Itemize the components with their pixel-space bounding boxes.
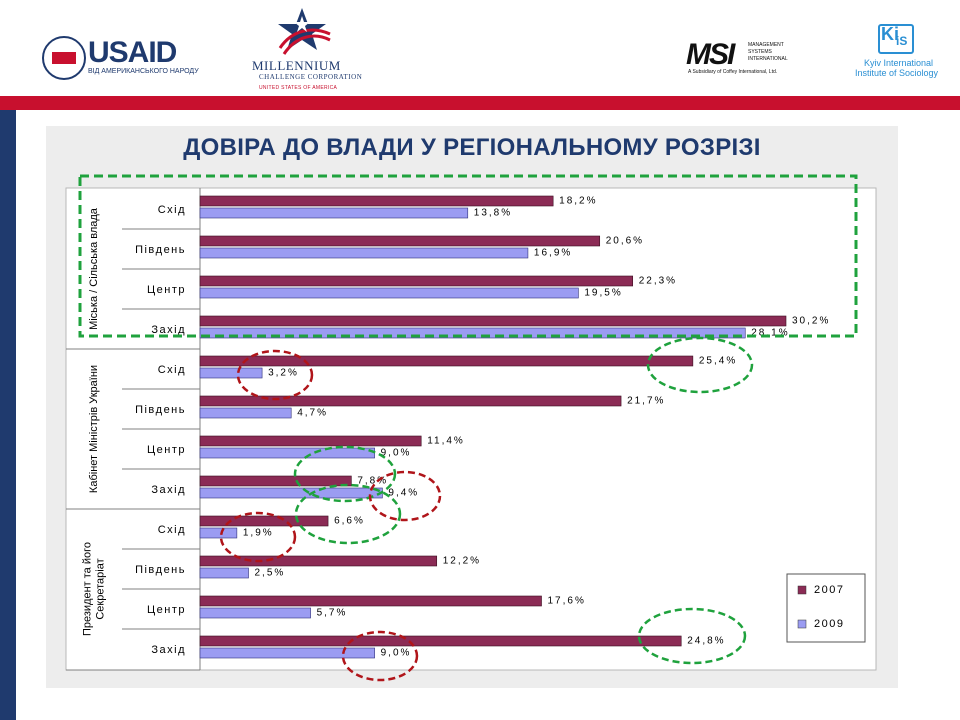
group-label: Кабінет Міністрів України bbox=[88, 365, 100, 493]
category-label: Південь bbox=[135, 564, 186, 576]
bar-2009 bbox=[199, 567, 249, 579]
value-label-2007: 17,6% bbox=[548, 596, 586, 607]
msi-wordmark: MSI bbox=[686, 38, 735, 71]
value-label-2009: 5,7% bbox=[317, 608, 348, 619]
bar-2009 bbox=[199, 287, 579, 299]
bar-2007 bbox=[199, 635, 682, 647]
category-label: Схід bbox=[158, 364, 186, 376]
kiis-mark-k: Ki bbox=[881, 24, 899, 44]
category-label: Центр bbox=[147, 444, 186, 456]
category-label: Центр bbox=[147, 604, 186, 616]
highlight-box-local-authorities bbox=[78, 174, 858, 338]
value-label-2009: 3,2% bbox=[268, 368, 299, 379]
value-label-2007: 22,3% bbox=[639, 276, 677, 287]
legend-swatch-2007 bbox=[797, 585, 807, 595]
usaid-wordmark-text: USAID bbox=[88, 36, 177, 69]
category-label: Схід bbox=[158, 204, 186, 216]
value-label-2007: 7,8% bbox=[357, 476, 388, 487]
bar-2007 bbox=[199, 515, 329, 527]
bar-2007 bbox=[199, 395, 622, 407]
category-label: Південь bbox=[135, 404, 186, 416]
value-label-2009: 9,0% bbox=[381, 448, 412, 459]
chart-title: ДОВІРА ДО ВЛАДИ У РЕГІОНАЛЬНОМУ РОЗРІЗІ bbox=[183, 134, 761, 161]
mcc-subtitle: CHALLENGE CORPORATION bbox=[259, 73, 363, 81]
highlight-ellipse-red bbox=[341, 630, 419, 682]
group-label: Секретаріат bbox=[94, 558, 106, 619]
usaid-seal-icon bbox=[42, 36, 86, 80]
highlight-ellipse-red bbox=[368, 470, 442, 522]
value-label-2009: 9,0% bbox=[381, 648, 412, 659]
bar-2007 bbox=[199, 235, 601, 247]
plot-area bbox=[65, 187, 877, 671]
value-label-2009: 4,7% bbox=[297, 408, 328, 419]
bar-2007 bbox=[199, 595, 542, 607]
msi-subsidiary: A Subsidiary of Coffey International, Lt… bbox=[688, 69, 778, 75]
value-label-2007: 11,4% bbox=[427, 436, 465, 447]
bar-2007 bbox=[199, 555, 438, 567]
category-label: Захід bbox=[151, 324, 186, 336]
value-label-2009: 9,4% bbox=[388, 488, 419, 499]
mcc-country: UNITED STATES OF AMERICA bbox=[259, 85, 338, 91]
group-label: Президент та його bbox=[81, 542, 93, 636]
mcc-star-icon bbox=[278, 8, 331, 55]
kiis-name-line1: Kyiv International bbox=[864, 58, 934, 68]
category-label: Захід bbox=[151, 484, 186, 496]
kiis-mark-is: iS bbox=[896, 34, 908, 48]
value-label-2009: 19,5% bbox=[584, 288, 622, 299]
value-label-2007: 20,6% bbox=[606, 236, 644, 247]
category-label: Центр bbox=[147, 284, 186, 296]
category-label: Південь bbox=[135, 244, 186, 256]
kiis-frame-icon bbox=[878, 24, 914, 54]
category-label: Схід bbox=[158, 524, 186, 536]
bar-2007 bbox=[199, 475, 352, 487]
value-label-2009: 13,8% bbox=[474, 208, 512, 219]
bar-2007 bbox=[199, 355, 694, 367]
legend-label-2009: 2009 bbox=[814, 618, 844, 630]
bar-2007 bbox=[199, 315, 787, 327]
value-label-2007: 25,4% bbox=[699, 356, 737, 367]
bar-2009 bbox=[199, 487, 383, 499]
bar-2007 bbox=[199, 275, 634, 287]
usaid-wordmark: USAID bbox=[88, 36, 177, 70]
bar-2007 bbox=[199, 435, 422, 447]
value-label-2007: 12,2% bbox=[443, 556, 481, 567]
value-label-2007: 21,7% bbox=[627, 396, 665, 407]
highlight-ellipse-green bbox=[293, 445, 397, 503]
bar-2009 bbox=[199, 327, 746, 339]
value-label-2009: 1,9% bbox=[243, 528, 274, 539]
legend-swatch-2009 bbox=[797, 619, 807, 629]
value-label-2007: 18,2% bbox=[559, 196, 597, 207]
value-label-2007: 24,8% bbox=[687, 636, 725, 647]
msi-fullname: MANAGEMENT SYSTEMS INTERNATIONAL bbox=[748, 42, 788, 62]
bar-2009 bbox=[199, 647, 375, 659]
value-label-2007: 6,6% bbox=[334, 516, 365, 527]
kiis-name-line2: Institute of Sociology bbox=[855, 68, 939, 78]
bar-2009 bbox=[199, 607, 311, 619]
bar-2009 bbox=[199, 207, 469, 219]
bar-2009 bbox=[199, 367, 263, 379]
highlight-ellipse-green bbox=[294, 483, 402, 545]
bar-2009 bbox=[199, 247, 529, 259]
value-label-2009: 28,1% bbox=[751, 328, 789, 339]
bar-2009 bbox=[199, 447, 375, 459]
highlight-ellipse-green bbox=[646, 336, 754, 394]
bar-2009 bbox=[199, 407, 292, 419]
legend-label-2007: 2007 bbox=[814, 584, 844, 596]
category-label: Захід bbox=[151, 644, 186, 656]
value-label-2009: 16,9% bbox=[534, 248, 572, 259]
mcc-title: MILLENNIUM bbox=[252, 58, 341, 73]
highlight-ellipse-red bbox=[236, 349, 314, 401]
value-label-2007: 30,2% bbox=[792, 316, 830, 327]
group-label: Міська / Сільська влада bbox=[88, 207, 100, 330]
usaid-tagline: ВІД АМЕРИКАНСЬКОГО НАРОДУ bbox=[88, 68, 199, 75]
bar-2007 bbox=[199, 195, 554, 207]
highlight-ellipse-red bbox=[219, 511, 297, 563]
header-red-band bbox=[0, 96, 960, 110]
legend-box bbox=[786, 573, 866, 643]
bar-2009 bbox=[199, 527, 238, 539]
value-label-2009: 2,5% bbox=[255, 568, 286, 579]
highlight-ellipse-green bbox=[637, 607, 747, 665]
left-accent-strip bbox=[0, 96, 16, 720]
